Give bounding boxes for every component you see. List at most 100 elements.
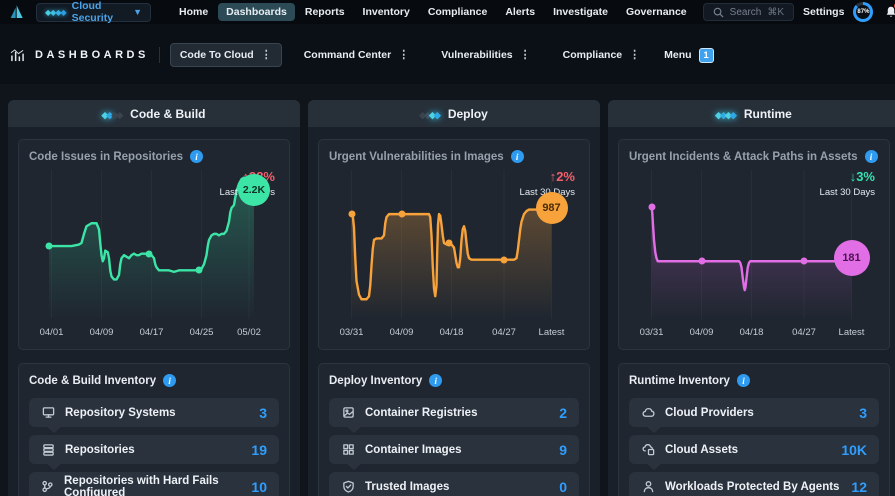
inventory-row-repositories[interactable]: Repositories 19 (29, 435, 279, 470)
x-axis-tick-label: 04/18 (739, 327, 764, 338)
inventory-row-cloud-assets[interactable]: Cloud Assets 10K (629, 435, 879, 470)
x-axis-ticks: 03/31 04/09 04/18 04/27 Latest (629, 327, 879, 341)
latest-value-badge: 2.2K (238, 173, 270, 206)
data-point-dot (195, 266, 203, 274)
inventory-item-count: 3 (859, 404, 867, 421)
notifications-bell-icon[interactable] (882, 3, 895, 21)
inventory-card-title: Runtime Inventory (629, 374, 730, 387)
stage-column-deploy: ◆◆◆◆ Deploy Urgent Vulnerabilities in Im… (308, 100, 600, 496)
inventory-list: Repository Systems 3 Repositories 19 Reposit… (29, 398, 279, 496)
inventory-row-container-images[interactable]: Container Images 9 (329, 435, 579, 470)
tab-label: Vulnerabilities (441, 49, 513, 61)
info-icon[interactable]: i (736, 374, 750, 387)
info-icon[interactable]: i (864, 150, 878, 163)
x-axis-tick-label: 04/18 (439, 327, 464, 338)
product-switcher[interactable]: ◆◆◆◆ Cloud Security ▼ (36, 0, 151, 24)
chart-card: Urgent Incidents & Attack Paths in Asset… (618, 139, 890, 350)
x-axis-tick-label: 04/25 (189, 327, 214, 338)
data-point-dot (445, 239, 453, 247)
inventory-card: Runtime Inventory i Cloud Providers 3 Clou… (618, 363, 890, 496)
inventory-item-label: Trusted Images (365, 480, 450, 493)
kebab-menu-icon[interactable]: ⋮ (519, 48, 531, 61)
global-search-input[interactable]: Search ⌘K (702, 3, 795, 21)
info-icon[interactable]: i (510, 150, 524, 163)
inventory-row-trusted-images[interactable]: Trusted Images 0 (329, 472, 579, 496)
info-icon[interactable]: i (429, 374, 443, 387)
trend-line-chart[interactable]: ↑38% Last 30 Days 2.2K (29, 167, 279, 319)
data-point-dot (500, 256, 508, 264)
data-point-dot (800, 257, 808, 265)
nav-item-inventory[interactable]: Inventory (362, 6, 410, 18)
trend-line-chart[interactable]: ↑2% Last 30 Days 987 (329, 167, 579, 319)
dashboard-tab-vulnerabilities[interactable]: Vulnerabilities ⋮ (431, 43, 540, 67)
latest-value-badge: 987 (535, 192, 568, 225)
registry-icon (341, 406, 355, 419)
dashboards-chart-icon (10, 48, 25, 62)
stage-progress-diamonds-icon: ◆◆◆◆ (101, 109, 124, 120)
repository-icon (41, 443, 55, 456)
cloud-icon (641, 406, 655, 419)
dashboard-tab-code-to-cloud[interactable]: Code To Cloud ⋮ (169, 43, 282, 67)
chevron-down-icon: ▼ (133, 7, 142, 17)
inventory-item-count: 19 (251, 441, 267, 458)
dashboards-title: DASHBOARDS (35, 49, 149, 61)
trend-period: Last 30 Days (819, 187, 875, 198)
top-navigation-bar: ◆◆◆◆ Cloud Security ▼ Home Dashboards Repo… (0, 0, 895, 24)
inventory-row-cloud-providers[interactable]: Cloud Providers 3 (629, 398, 879, 433)
dashboard-tab-command-center[interactable]: Command Center ⋮ (294, 43, 420, 67)
info-icon[interactable]: i (163, 374, 177, 387)
x-axis-ticks: 03/31 04/09 04/18 04/27 Latest (329, 327, 579, 341)
inventory-item-count: 9 (559, 441, 567, 458)
info-icon[interactable]: i (190, 150, 204, 163)
nav-item-compliance[interactable]: Compliance (427, 6, 488, 18)
inventory-item-label: Cloud Assets (665, 443, 739, 456)
inventory-row-container-registries[interactable]: Container Registries 2 (329, 398, 579, 433)
nav-item-governance[interactable]: Governance (625, 6, 687, 18)
data-point-dot (348, 210, 355, 218)
inventory-card: Deploy Inventory i Container Registries 2… (318, 363, 590, 496)
code-to-cloud-dashboard: ◆◆◆◆ Code & Build Code Issues in Reposit… (0, 84, 895, 496)
trend-line-chart[interactable]: ↓3% Last 30 Days 181 (629, 167, 879, 319)
data-point-dot (145, 250, 153, 258)
kebab-menu-icon[interactable]: ⋮ (398, 48, 410, 61)
search-shortcut: ⌘K (767, 6, 785, 18)
dashboard-tab-compliance[interactable]: Compliance ⋮ (553, 43, 651, 67)
trend-percent: 3% (856, 169, 875, 184)
inventory-item-label: Cloud Providers (665, 406, 754, 419)
inventory-row-repositories-with-hard-fails-configured[interactable]: Repositories with Hard Fails Configured 1… (29, 472, 279, 496)
stage-header: ◆◆◆◆ Code & Build (8, 100, 300, 127)
menu-label: Menu (664, 49, 692, 61)
progress-ring-badge[interactable]: 87% (853, 2, 874, 22)
dashboard-tabs: Code To Cloud ⋮ Command Center ⋮ Vulnerabili… (169, 43, 651, 67)
nav-item-reports[interactable]: Reports (304, 6, 345, 18)
inventory-item-label: Repositories (65, 443, 135, 456)
x-axis-tick-label: 04/09 (89, 327, 114, 338)
inventory-row-repository-systems[interactable]: Repository Systems 3 (29, 398, 279, 433)
stage-progress-diamonds-icon: ◆◆◆◆ (715, 109, 737, 120)
dashboards-menu-button[interactable]: Menu 1 (664, 47, 714, 63)
stage-title: Runtime (743, 106, 792, 121)
brand-logo[interactable] (8, 4, 24, 20)
chart-card-title: Urgent Vulnerabilities in Images (329, 150, 504, 163)
nav-item-home[interactable]: Home (178, 6, 209, 18)
kebab-menu-icon[interactable]: ⋮ (629, 48, 641, 61)
settings-link[interactable]: Settings (803, 6, 845, 18)
trend-arrow-icon: ↓ (849, 169, 857, 184)
inventory-card-title: Deploy Inventory (329, 374, 423, 387)
x-axis-tick-label: 04/27 (792, 327, 816, 338)
grid-icon (341, 443, 355, 456)
trend-summary: ↓3% Last 30 Days (820, 169, 875, 198)
primary-nav: Home Dashboards Reports Inventory Compliance… (171, 3, 695, 21)
nav-item-investigate[interactable]: Investigate (553, 6, 608, 18)
x-axis-tick-label: Latest (838, 327, 865, 338)
cloud-box-icon (641, 443, 655, 456)
x-axis-tick-label: 04/01 (39, 327, 64, 338)
inventory-item-label: Repositories with Hard Fails Configured (64, 474, 219, 496)
x-axis-tick-label: 03/31 (639, 327, 664, 338)
nav-item-dashboards[interactable]: Dashboards (218, 3, 295, 21)
chart-card: Code Issues in Repositories i ↑38% Last … (18, 139, 290, 350)
x-axis-tick-label: 05/02 (237, 327, 261, 338)
kebab-menu-icon[interactable]: ⋮ (260, 48, 272, 61)
nav-item-alerts[interactable]: Alerts (505, 6, 536, 18)
inventory-row-workloads-protected-by-agents[interactable]: Workloads Protected By Agents 12 (629, 472, 879, 496)
